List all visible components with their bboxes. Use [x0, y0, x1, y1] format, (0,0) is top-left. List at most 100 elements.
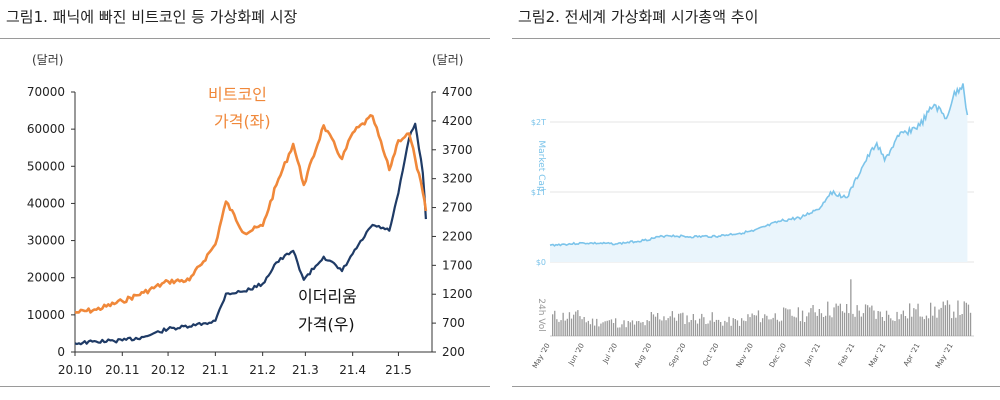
volume-bar: [730, 325, 732, 336]
x-tick-label: Jun '20: [567, 342, 586, 368]
volume-bar: [898, 319, 900, 336]
volume-bar: [957, 300, 959, 336]
figure2-bottom-rule: [512, 386, 1000, 387]
volume-bar: [642, 322, 644, 336]
volume-bar: [894, 321, 896, 336]
volume-bar: [904, 316, 907, 336]
volume-bar: [745, 321, 747, 336]
volume-bar: [764, 314, 766, 336]
right-tick-label: 3200: [442, 172, 473, 186]
volume-bar: [623, 320, 625, 336]
volume-bar: [608, 320, 610, 336]
volume-bar: [732, 318, 734, 336]
x-tick-label: Dec '20: [768, 342, 788, 369]
volume-bar: [736, 320, 739, 336]
volume-bar: [843, 312, 846, 336]
right-tick-label: 1700: [442, 258, 473, 272]
volume-bar: [638, 321, 640, 336]
volume-bar: [701, 313, 703, 336]
volume-bar: [671, 311, 673, 336]
volume-bar: [967, 304, 970, 336]
volume-bar: [837, 305, 839, 336]
volume-bar: [604, 321, 606, 336]
volume-bar: [696, 323, 699, 336]
volume-bar: [753, 315, 755, 336]
volume-bar: [795, 317, 797, 336]
volume-bar: [858, 310, 860, 336]
volume-bar: [640, 322, 642, 336]
volume-bar: [961, 314, 963, 336]
right-tick-label: 4700: [442, 85, 473, 99]
y-tick-label: $2T: [531, 118, 546, 127]
volume-bar: [575, 311, 577, 336]
chart1-axes: [74, 92, 433, 353]
volume-bar: [749, 317, 751, 336]
left-tick-label: 30000: [27, 234, 65, 248]
figure1-panel: 그림1. 패닉에 빠진 비트코인 등 가상화폐 시장 (달러) (달러) 0 10…: [0, 0, 490, 400]
volume-bar: [602, 322, 604, 336]
volume-bar: [596, 318, 598, 336]
volume-bar: [619, 327, 621, 336]
btc-price-line: [74, 114, 428, 314]
volume-bar: [793, 316, 795, 336]
volume-bar: [932, 315, 934, 336]
eth-annotation-line1: 이더리움: [298, 287, 357, 306]
volume-bar: [591, 318, 594, 336]
volume-bar: [856, 305, 858, 336]
volume-bar: [741, 318, 743, 336]
x-tick-label: 20.12: [151, 363, 185, 377]
volume-bar: [839, 303, 841, 336]
volume-bar: [900, 314, 902, 336]
volume-bar: [955, 317, 957, 336]
x-tick-label: Apr '21: [902, 342, 922, 368]
x-tick-label: Aug '20: [633, 342, 653, 369]
volume-bar: [965, 302, 967, 336]
volume-bar: [770, 319, 772, 336]
volume-bar: [568, 312, 571, 336]
x-tick-label: 20.11: [105, 363, 139, 377]
volume-bar: [869, 307, 871, 336]
left-tick-label: 50000: [27, 159, 65, 173]
volume-bar: [743, 320, 745, 336]
volume-bar: [560, 320, 562, 336]
volume-bar: [734, 319, 736, 336]
volume-bar: [650, 312, 652, 336]
volume-bar: [617, 327, 619, 336]
left-tick-label: 0: [57, 345, 65, 359]
volume-bar: [822, 317, 825, 336]
volume-bar: [552, 314, 554, 336]
volume-bar: [936, 317, 938, 336]
eth-annotation-line2: 가격(우): [298, 315, 355, 334]
x-tick-label: Nov '20: [735, 342, 755, 369]
left-axis-ticks: 0 10000 20000 30000 40000 50000 60000 70000: [27, 85, 75, 359]
x-tick-label: Sep '20: [667, 342, 687, 369]
volume-bar: [554, 310, 556, 336]
right-axis-unit: (달러): [432, 53, 463, 67]
volume-bar: [820, 313, 823, 336]
market-cap-x-ticks: May '20 Jun '20 Jul '20 Aug '20 Sep '20 Oct '…: [531, 342, 955, 370]
volume-bar: [806, 316, 808, 336]
volume-bar: [951, 318, 953, 336]
volume-bar: [615, 318, 617, 336]
figure2-title: 그림2. 전세계 가상화폐 시가총액 추이: [518, 8, 759, 26]
volume-bar: [747, 314, 749, 336]
volume-bars: [552, 279, 972, 336]
volume-bar: [780, 320, 783, 336]
volume-bar: [709, 320, 711, 336]
left-tick-label: 10000: [27, 308, 65, 322]
volume-bar: [913, 308, 915, 336]
volume-bar: [915, 309, 917, 336]
volume-bar: [703, 317, 705, 336]
volume-bar: [776, 319, 778, 336]
volume-bar: [873, 310, 875, 336]
volume-bar: [661, 320, 663, 336]
volume-bar: [942, 301, 944, 336]
volume-bar: [577, 310, 579, 336]
left-tick-label: 20000: [27, 271, 65, 285]
volume-bar: [659, 319, 661, 336]
volume-bar: [883, 320, 886, 336]
volume-bar: [848, 313, 850, 336]
right-tick-label: 4200: [442, 114, 473, 128]
volume-bar: [657, 313, 659, 336]
volume-bar: [864, 304, 867, 336]
